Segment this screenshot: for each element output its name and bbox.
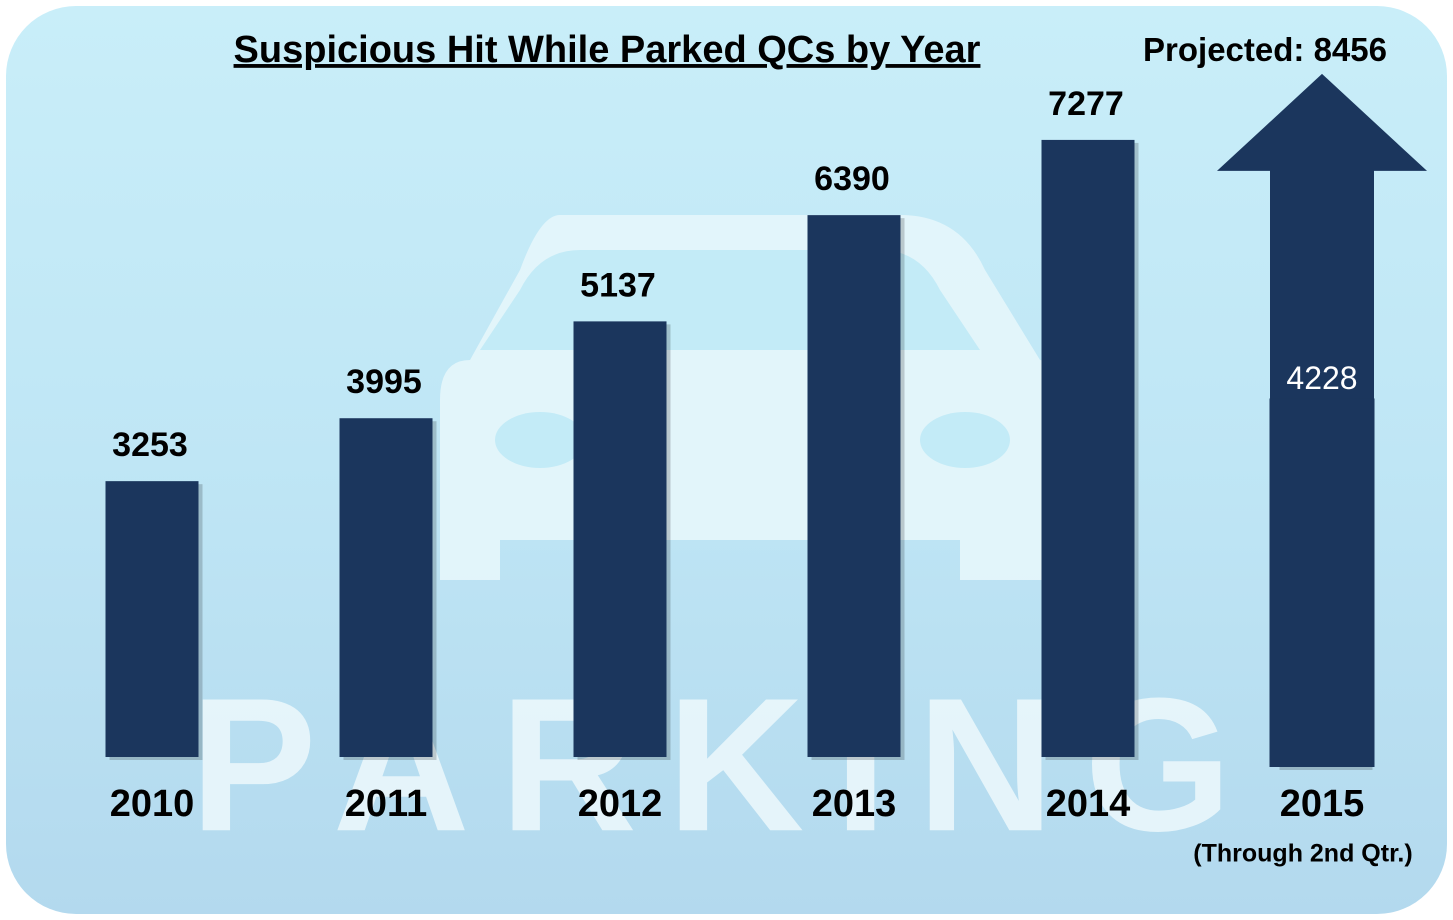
x-tick-label: 2013	[812, 783, 897, 825]
category-note: (Through 2nd Qtr.)	[1193, 840, 1412, 868]
value-label: 3253	[112, 426, 188, 464]
bar	[808, 215, 901, 757]
projection-label-text: Projected:	[1143, 31, 1304, 68]
value-label: 4228	[1286, 360, 1357, 396]
x-tick-label: 2014	[1046, 783, 1131, 825]
value-label: 3995	[346, 363, 422, 401]
projection-value: 8456	[1314, 31, 1387, 68]
x-tick-label: 2011	[345, 783, 427, 825]
chart-title: Suspicious Hit While Parked QCs by Year	[234, 29, 981, 71]
x-tick-label: 2015	[1280, 783, 1365, 825]
bar	[106, 481, 199, 757]
projection-label: Projected: 8456	[1143, 31, 1387, 68]
bar	[340, 418, 433, 757]
bar	[574, 321, 667, 757]
x-tick-label: 2010	[110, 783, 195, 825]
value-label: 7277	[1048, 85, 1124, 123]
value-label: 6390	[814, 160, 890, 198]
x-tick-label: 2012	[578, 783, 663, 825]
bar	[1042, 140, 1135, 757]
chart: PARKING Suspicious Hit While Parked QCs …	[0, 0, 1453, 920]
bar	[1270, 398, 1375, 767]
value-label: 5137	[580, 266, 656, 304]
